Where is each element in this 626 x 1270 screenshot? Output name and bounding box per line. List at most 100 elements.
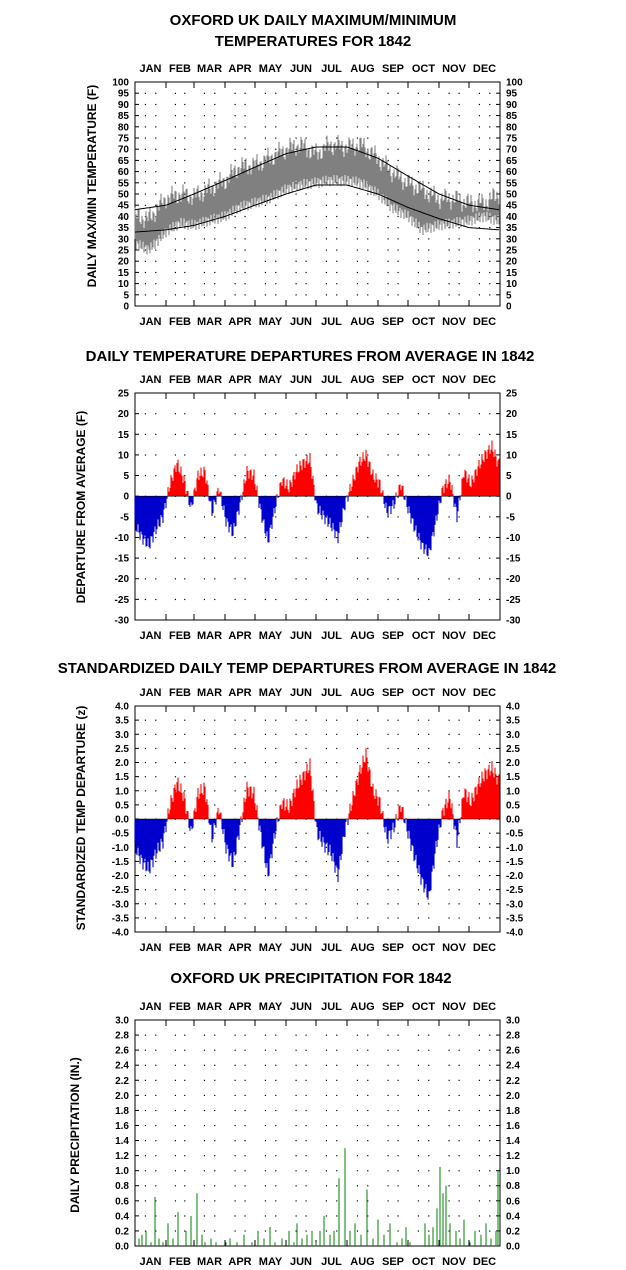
grid-dot bbox=[305, 917, 307, 919]
month-label-bottom: JUN bbox=[290, 630, 312, 642]
grid-dot bbox=[458, 171, 460, 173]
grid-dot bbox=[428, 598, 430, 601]
y-tick-label-left: 25 bbox=[118, 246, 130, 257]
grid-dot bbox=[264, 917, 267, 919]
grid-dot bbox=[144, 889, 147, 891]
grid-dot bbox=[448, 413, 450, 415]
grid-dot bbox=[244, 860, 246, 863]
grid-dot bbox=[174, 1200, 177, 1202]
grid-dot bbox=[244, 733, 246, 735]
grid-dot bbox=[244, 776, 246, 778]
grid-dot bbox=[155, 1109, 157, 1112]
grid-dot bbox=[367, 193, 369, 195]
grid-dot bbox=[155, 1155, 157, 1157]
grid-dot bbox=[184, 1215, 186, 1217]
grid-dot bbox=[295, 733, 297, 735]
grid-dot bbox=[489, 719, 491, 721]
grid-dot bbox=[234, 776, 236, 778]
month-label-bottom: OCT bbox=[412, 942, 436, 954]
grid-dot bbox=[155, 889, 157, 891]
grid-dot bbox=[417, 294, 420, 296]
grid-dot bbox=[244, 475, 246, 477]
grid-dot bbox=[155, 747, 157, 750]
grid-dot bbox=[295, 846, 297, 848]
grid-dot bbox=[397, 413, 399, 415]
y-tick-label-left: 35 bbox=[118, 223, 130, 234]
grid-dot bbox=[336, 1215, 338, 1217]
grid-dot bbox=[234, 260, 236, 262]
y-tick-label-right: 35 bbox=[506, 223, 518, 234]
grid-dot bbox=[356, 215, 359, 218]
grid-dot bbox=[264, 148, 267, 150]
grid-dot bbox=[155, 1230, 157, 1232]
grid-dot bbox=[244, 1034, 246, 1036]
grid-dot bbox=[234, 413, 236, 415]
grid-dot bbox=[325, 1079, 328, 1081]
grid-dot bbox=[417, 433, 420, 435]
grid-dot bbox=[387, 875, 389, 877]
grid-dot bbox=[428, 776, 430, 778]
grid-dot bbox=[184, 171, 186, 173]
grid-dot bbox=[264, 1185, 267, 1187]
grid-dot bbox=[458, 804, 460, 806]
y-tick-label-left: 4.0 bbox=[115, 702, 129, 713]
grid-dot bbox=[417, 762, 420, 764]
grid-dot bbox=[144, 171, 147, 173]
month-label-top: JAN bbox=[139, 1001, 161, 1013]
grid-dot bbox=[155, 204, 157, 206]
grid-dot bbox=[428, 719, 430, 721]
grid-dot bbox=[428, 413, 430, 415]
grid-dot bbox=[214, 159, 216, 162]
y-tick-label-left: -20 bbox=[115, 574, 130, 585]
grid-dot bbox=[397, 846, 399, 848]
grid-dot bbox=[489, 733, 491, 735]
grid-dot bbox=[275, 1034, 277, 1036]
grid-dot bbox=[234, 578, 236, 580]
grid-dot bbox=[275, 454, 277, 456]
grid-dot bbox=[448, 536, 450, 539]
y-tick-label-right: 1.5 bbox=[506, 772, 520, 783]
grid-dot bbox=[214, 917, 216, 919]
grid-dot bbox=[234, 115, 236, 117]
grid-dot bbox=[489, 516, 491, 518]
grid-dot bbox=[264, 733, 267, 735]
grid-dot bbox=[367, 917, 369, 919]
normal_min-line bbox=[134, 184, 500, 233]
grid-dot bbox=[387, 454, 389, 456]
grid-dot bbox=[367, 1170, 369, 1172]
grid-dot bbox=[397, 1140, 399, 1142]
grid-dot bbox=[144, 294, 147, 296]
month-label-bottom: JAN bbox=[139, 1256, 161, 1268]
month-label-top: JUL bbox=[321, 1001, 342, 1013]
plot-area: 4.0 4.0 3.5 3.5 3.0 3.0 2.5 2.5 2.0 2.0 1.5 1.5 1.0 1… bbox=[112, 687, 524, 954]
grid-dot bbox=[387, 238, 389, 240]
grid-dot bbox=[458, 159, 460, 162]
grid-dot bbox=[356, 733, 359, 735]
grid-dot bbox=[305, 598, 307, 601]
y-tick-label-left: 0.0 bbox=[115, 815, 129, 826]
grid-dot bbox=[448, 148, 450, 150]
grid-dot bbox=[336, 1094, 338, 1097]
grid-dot bbox=[305, 1034, 307, 1036]
grid-dot bbox=[234, 1109, 236, 1112]
grid-dot bbox=[244, 215, 246, 218]
grid-dot bbox=[144, 1064, 147, 1066]
grid-dot bbox=[275, 790, 277, 792]
grid-dot bbox=[214, 776, 216, 778]
grid-dot bbox=[397, 103, 399, 106]
grid-dot bbox=[144, 249, 147, 251]
month-label-top: FEB bbox=[169, 63, 191, 75]
grid-dot bbox=[478, 260, 481, 262]
grid-dot bbox=[295, 227, 297, 229]
y-tick-label-right: 30 bbox=[506, 234, 518, 245]
y-tick-label-right: 1.8 bbox=[506, 1106, 520, 1117]
grid-dot bbox=[203, 1155, 206, 1157]
grid-dot bbox=[155, 126, 157, 128]
grid-dot bbox=[144, 1200, 147, 1202]
y-tick-label-right: 2.2 bbox=[506, 1076, 520, 1087]
grid-dot bbox=[417, 889, 420, 891]
grid-dot bbox=[275, 238, 277, 240]
y-tick-label-right: 75 bbox=[506, 134, 518, 145]
grid-dot bbox=[203, 762, 206, 764]
grid-dot bbox=[387, 1230, 389, 1232]
